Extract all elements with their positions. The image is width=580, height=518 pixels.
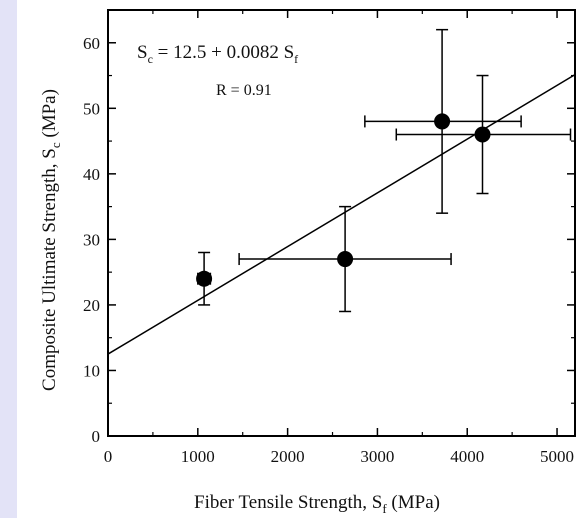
data-point [434, 113, 451, 130]
x-tick-label: 0 [104, 447, 113, 466]
x-tick-label: 3000 [360, 447, 394, 466]
y-tick-label: 60 [83, 34, 100, 53]
scatter-chart: 0 1000 2000 3000 4000 5000 0 10 20 30 40 50 60 Sc = … [39, 9, 576, 516]
r-value-annotation: R = 0.91 [216, 82, 272, 99]
x-tick-label: 5000 [540, 447, 574, 466]
x-tick-label: 4000 [450, 447, 484, 466]
equation-annotation: Sc = 12.5 + 0.0082 Sf [137, 42, 298, 66]
chart-figure: 0 1000 2000 3000 4000 5000 0 10 20 30 40 50 60 Sc = … [17, 0, 580, 518]
y-tick-label: 10 [83, 361, 100, 380]
y-tick-label: 50 [83, 99, 100, 118]
data-point [337, 251, 354, 268]
data-point [196, 270, 213, 287]
x-tick-label: 1000 [181, 447, 215, 466]
y-tick-label: 0 [92, 427, 101, 446]
x-axis-title: Fiber Tensile Strength, Sf (MPa) [194, 492, 440, 516]
data-point [474, 126, 491, 143]
plot-frame [107, 9, 576, 437]
y-axis-title: Composite Ultimate Strength, Sc (MPa) [39, 89, 63, 391]
y-tick-label: 40 [83, 165, 100, 184]
y-tick-label: 30 [83, 230, 100, 249]
y-tick-label: 20 [83, 296, 100, 315]
x-tick-label: 2000 [271, 447, 305, 466]
